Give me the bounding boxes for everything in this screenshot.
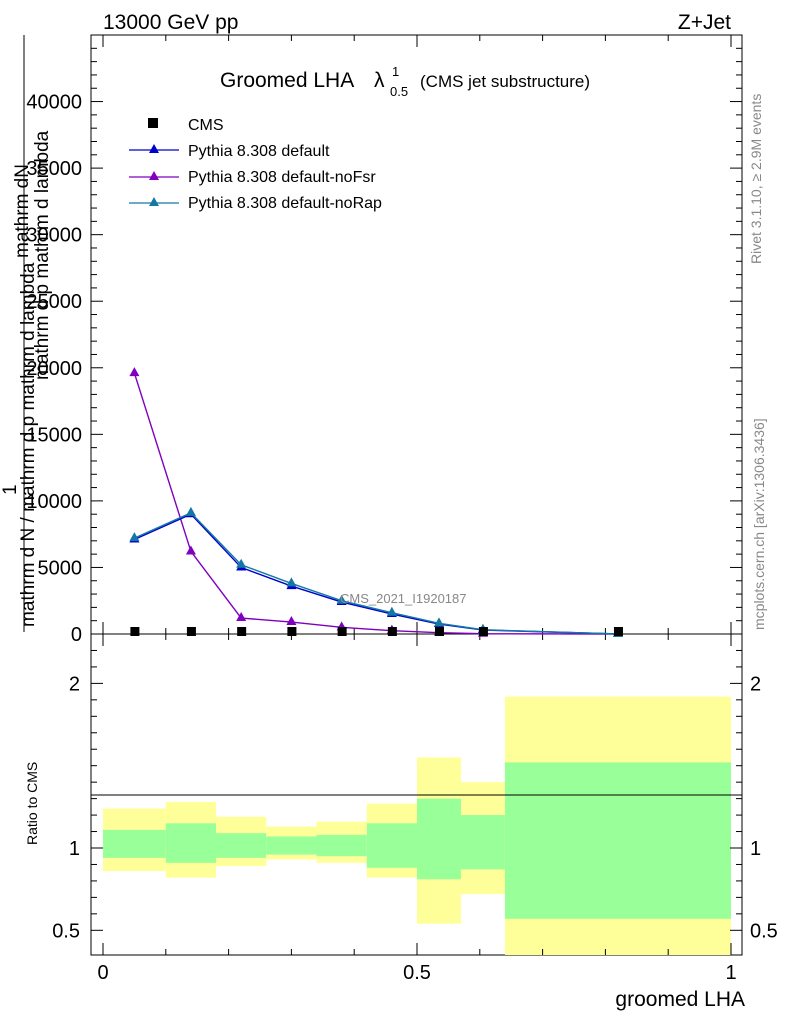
ratio-inner-band-1: [165, 823, 217, 863]
series-marker-3: [386, 606, 397, 616]
main-ytick-label-5: 25000: [26, 291, 82, 313]
cms-data-point: [237, 627, 247, 636]
ratio-inner-band-6: [417, 798, 461, 880]
title-prefix: Groomed LHA: [220, 69, 354, 92]
y-label-denominator: mathrm d N / mathrm d p mathrm d lambda: [18, 262, 39, 627]
main-ytick-label-4: 20000: [26, 358, 82, 380]
ratio-inner-band-4: [316, 834, 367, 857]
legend-norap-label: Pythia 8.308 default-noRap: [188, 195, 382, 212]
cms-data-point: [434, 627, 444, 636]
cms-data-point: [613, 627, 623, 636]
ratio-inner-band-5: [366, 823, 417, 868]
main-ytick-label-1: 5000: [38, 557, 83, 579]
legend-norap-marker: [149, 197, 159, 206]
ratio-inner-band-2: [216, 833, 267, 858]
legend-nofsr-marker: [149, 171, 159, 180]
cms-data-point: [287, 627, 297, 636]
ratio-bands: [103, 696, 731, 955]
x-tick-label-1: 0.5: [403, 962, 431, 984]
legend-default-marker: [149, 144, 159, 153]
cms-data-point: [130, 627, 140, 636]
y-label-line2: mathrm d p mathrm d lambda: [32, 130, 53, 380]
series-marker-3: [433, 617, 444, 627]
analysis-watermark: CMS_2021_I1920187: [340, 591, 467, 606]
cms-data-point: [186, 627, 196, 636]
header-energy: 13000 GeV pp: [103, 11, 238, 34]
cms-data-point: [387, 627, 397, 636]
series-marker-3: [185, 506, 196, 516]
title-suffix: (CMS jet substructure): [420, 72, 590, 91]
legend: CMS Pythia 8.308 default Pythia 8.308 de…: [129, 117, 382, 212]
ratio-ytick-label-right-2: 2: [750, 673, 761, 695]
series-marker-2: [286, 616, 297, 626]
ratio-ytick-label-left-1: 1: [69, 838, 80, 860]
main-ytick-label-6: 30000: [26, 225, 82, 247]
y-axis-label: mathrm d N / mathrm d p mathrm d lambda …: [0, 35, 53, 632]
series-marker-2: [236, 612, 247, 622]
main-ytick-label-2: 10000: [26, 491, 82, 513]
legend-cms-marker: [148, 118, 158, 128]
x-axis-label: groomed LHA: [615, 988, 745, 1011]
series-line-1: [134, 513, 618, 635]
x-tick-label-0: 0: [97, 962, 108, 984]
rivet-info: Rivet 3.1.10, ≥ 2.9M events: [748, 94, 764, 264]
main-ytick-label-0: 0: [71, 624, 82, 646]
ratio-inner-band-8: [504, 762, 731, 919]
ratio-ytick-label-right-0: 0.5: [750, 920, 778, 942]
ratio-inner-band-7: [460, 815, 505, 870]
y-label-main: mathrm dN: [12, 164, 33, 258]
series-marker-3: [236, 558, 247, 568]
legend-nofsr-label: Pythia 8.308 default-noFsr: [188, 169, 376, 186]
main-ytick-label-7: 35000: [26, 158, 82, 180]
ratio-inner-band-3: [266, 836, 317, 855]
main-ytick-label-3: 15000: [26, 424, 82, 446]
title-subscript: 0.5: [390, 84, 408, 99]
main-ytick-label-8: 40000: [26, 92, 82, 114]
ratio-inner-band-0: [103, 829, 166, 858]
mcplots-info: mcplots.cern.ch [arXiv:1306.3436]: [751, 418, 767, 630]
ratio-ytick-label-left-0: 0.5: [52, 920, 80, 942]
title-superscript: 1: [392, 64, 399, 79]
series-marker-3: [129, 532, 140, 542]
series-marker-2: [129, 367, 140, 377]
legend-default-label: Pythia 8.308 default: [188, 143, 330, 160]
legend-cms-label: CMS: [188, 117, 224, 134]
series-layer: [129, 367, 623, 637]
cms-data-point: [478, 627, 488, 636]
cms-data-point: [337, 627, 347, 636]
ratio-y-label: Ratio to CMS: [24, 762, 40, 845]
main-axis-ticks: 0 5000 10000 15000 20000 25000 30000 35000 40000: [26, 35, 742, 646]
ratio-ytick-label-left-2: 2: [69, 673, 80, 695]
series-marker-2: [185, 545, 196, 555]
series-marker-3: [336, 594, 347, 604]
title-lambda: λ: [374, 69, 385, 92]
x-tick-label-2: 1: [725, 962, 736, 984]
plot-title: Groomed LHA λ 1 0.5 (CMS jet substructur…: [220, 64, 590, 99]
ratio-axis-ticks: 0.5 0.5 1 1 2 2 0 0.5 1: [52, 634, 778, 984]
header-process: Z+Jet: [678, 11, 731, 34]
series-marker-3: [286, 577, 297, 587]
ratio-ytick-label-right-1: 1: [750, 838, 761, 860]
y-label-numerator: 1: [0, 484, 21, 495]
